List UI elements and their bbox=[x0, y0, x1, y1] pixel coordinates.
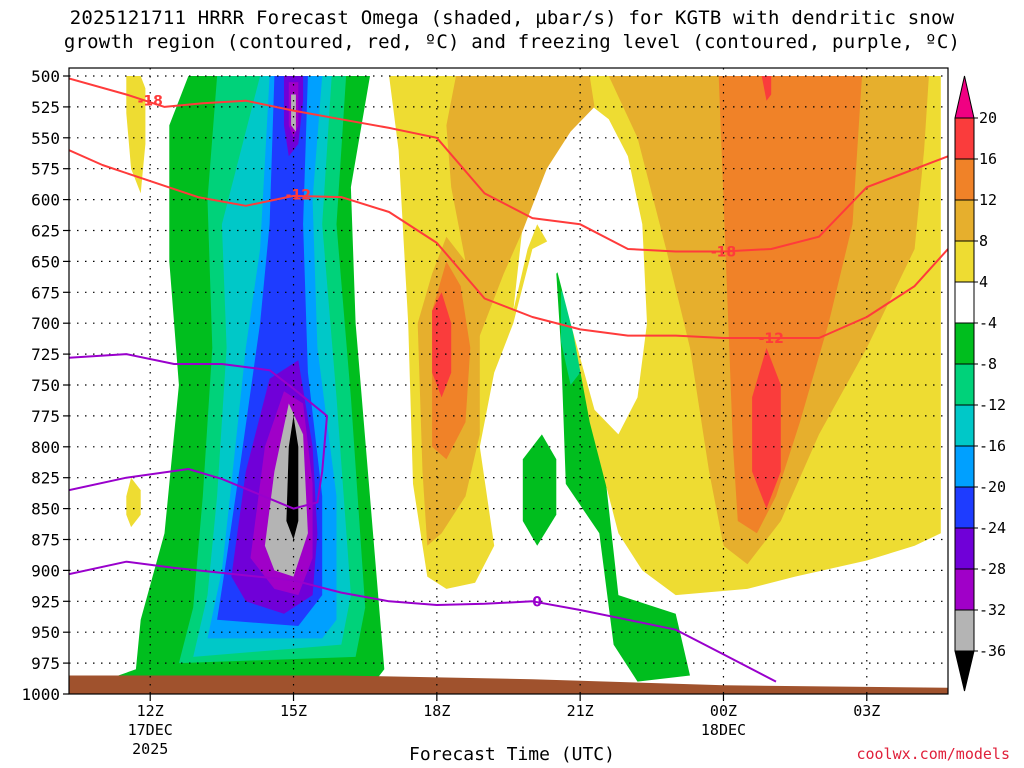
colorbar-label--36: -36 bbox=[979, 642, 1006, 660]
colorbar-bin-5 bbox=[954, 445, 975, 488]
y-tick-label-900: 900 bbox=[31, 561, 60, 580]
colorbar-label-12: 12 bbox=[979, 191, 997, 209]
contour-line-0 bbox=[69, 77, 948, 253]
colorbar-bin-2 bbox=[954, 568, 975, 611]
x-tick-label-15Z: 15Z bbox=[280, 702, 307, 720]
colorbar-label-4: 4 bbox=[979, 273, 988, 291]
colorbar-label-8: 8 bbox=[979, 232, 988, 250]
contour-line-3 bbox=[69, 560, 777, 683]
shade-region-26 bbox=[761, 76, 772, 101]
shade-region-25 bbox=[432, 292, 452, 398]
contour-label-3-0: 0 bbox=[532, 594, 542, 610]
y-tick-label-975: 975 bbox=[31, 654, 60, 673]
y-tick-label-1000: 1000 bbox=[21, 685, 60, 704]
colorbar-min-triangle bbox=[954, 650, 975, 692]
colorbar-bin-6 bbox=[954, 404, 975, 447]
colorbar-max-triangle bbox=[954, 75, 975, 119]
y-tick-label-750: 750 bbox=[31, 376, 60, 395]
colorbar-label--20: -20 bbox=[979, 478, 1006, 496]
shade-region-2 bbox=[522, 434, 557, 546]
shade-region-16 bbox=[126, 477, 141, 528]
y-tick-label-675: 675 bbox=[31, 283, 60, 302]
gridlines bbox=[69, 68, 948, 694]
y-tick-label-725: 725 bbox=[31, 345, 60, 364]
colorbar-bin-7 bbox=[954, 363, 975, 406]
x-tick-label-00Z: 00Z bbox=[710, 702, 737, 720]
terrain-fill bbox=[69, 675, 948, 694]
colorbar-bin-13 bbox=[954, 117, 975, 160]
y-tick-label-800: 800 bbox=[31, 438, 60, 457]
contour-line-1 bbox=[69, 149, 948, 339]
y-tick-label-950: 950 bbox=[31, 623, 60, 642]
x-axis-title: Forecast Time (UTC) bbox=[409, 744, 615, 765]
y-tick-label-500: 500 bbox=[31, 67, 60, 86]
colorbar-bin-12 bbox=[954, 158, 975, 201]
shade-region-24 bbox=[752, 347, 781, 509]
plot-frame bbox=[68, 67, 949, 695]
chart-title-line1: 2025121711 HRRR Forecast Omega (shaded, … bbox=[69, 7, 955, 29]
colorbar-label--32: -32 bbox=[979, 601, 1006, 619]
y-tick-label-525: 525 bbox=[31, 98, 60, 117]
colorbar-bin-10 bbox=[954, 240, 975, 283]
contour-lines: -18 -18 -12 -12 0 bbox=[69, 77, 948, 683]
shade-region-15 bbox=[126, 76, 146, 194]
x-tick-label-12Z: 12Z bbox=[137, 702, 164, 720]
y-tick-label-925: 925 bbox=[31, 592, 60, 611]
colorbar-label--28: -28 bbox=[979, 560, 1006, 578]
colorbar-label--24: -24 bbox=[979, 519, 1006, 537]
x-tick-label-21Z: 21Z bbox=[567, 702, 594, 720]
contour-label-0-1: -18 bbox=[711, 245, 736, 261]
y-tick-label-575: 575 bbox=[31, 160, 60, 179]
y-tick-label-825: 825 bbox=[31, 469, 60, 488]
shade-region-18 bbox=[513, 100, 647, 435]
x-tick-label-03Z: 03Z bbox=[853, 702, 880, 720]
y-axis: 500 525 550 575 600 625 650 675 700 725 750 775 800 8… bbox=[21, 67, 69, 704]
y-tick-label-650: 650 bbox=[31, 252, 60, 271]
colorbar: 20 16 12 8 4 -4 -8 -12 -16 -20 -24 -28 -32 -36 bbox=[954, 75, 1006, 692]
contour-label-0-0: -18 bbox=[138, 94, 163, 110]
x-tick-year-12Z: 2025 bbox=[132, 740, 168, 758]
colorbar-label-16: 16 bbox=[979, 150, 997, 168]
colorbar-label--8: -8 bbox=[979, 355, 997, 373]
colorbar-label--12: -12 bbox=[979, 396, 1006, 414]
y-tick-label-550: 550 bbox=[31, 129, 60, 148]
x-tick-date-00Z: 18DEC bbox=[701, 721, 746, 739]
y-tick-label-775: 775 bbox=[31, 407, 60, 426]
shade-region-13 bbox=[291, 94, 296, 132]
colorbar-label--4: -4 bbox=[979, 314, 997, 332]
colorbar-bin-9 bbox=[954, 281, 975, 324]
colorbar-label-20: 20 bbox=[979, 109, 997, 127]
x-tick-label-18Z: 18Z bbox=[423, 702, 450, 720]
colorbar-bin-3 bbox=[954, 527, 975, 570]
colorbar-bin-8 bbox=[954, 322, 975, 365]
contour-label-1-0: -12 bbox=[286, 188, 311, 204]
colorbar-bin-1 bbox=[954, 609, 975, 652]
y-tick-label-625: 625 bbox=[31, 222, 60, 241]
y-tick-label-875: 875 bbox=[31, 531, 60, 550]
colorbar-label--16: -16 bbox=[979, 437, 1006, 455]
contour-label-1-1: -12 bbox=[759, 331, 784, 347]
colorbar-bin-4 bbox=[954, 486, 975, 529]
y-tick-label-700: 700 bbox=[31, 314, 60, 333]
x-tick-date-12Z: 17DEC bbox=[128, 721, 173, 739]
chart-title: 2025121711 HRRR Forecast Omega (shaded, … bbox=[0, 6, 1024, 54]
y-tick-label-850: 850 bbox=[31, 500, 60, 519]
chart-title-line2: growth region (contoured, red, ºC) and f… bbox=[63, 31, 961, 53]
contour-line-2 bbox=[69, 353, 328, 510]
colorbar-bin-11 bbox=[954, 199, 975, 242]
y-tick-label-600: 600 bbox=[31, 191, 60, 210]
omega-shading bbox=[69, 76, 948, 694]
credit-link[interactable]: coolwx.com/models bbox=[856, 745, 1010, 763]
